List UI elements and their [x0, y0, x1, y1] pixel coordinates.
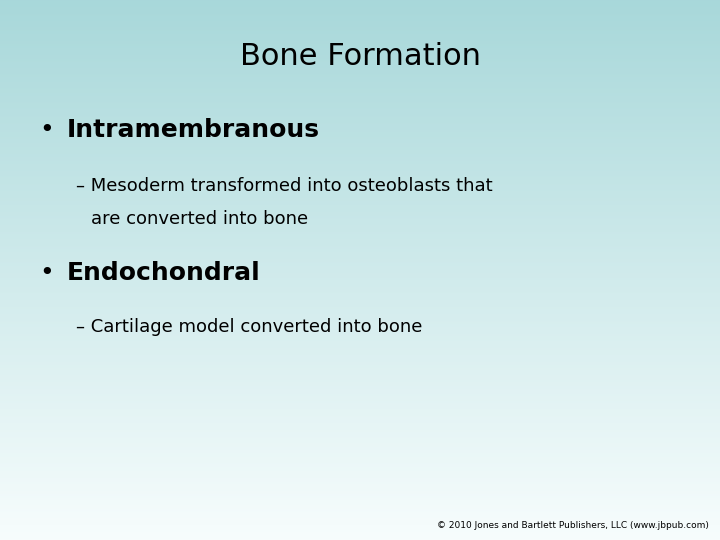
Text: © 2010 Jones and Bartlett Publishers, LLC (www.jbpub.com): © 2010 Jones and Bartlett Publishers, LL…: [437, 521, 709, 530]
Text: Endochondral: Endochondral: [67, 261, 261, 285]
Text: – Cartilage model converted into bone: – Cartilage model converted into bone: [76, 318, 422, 336]
Text: Intramembranous: Intramembranous: [67, 118, 320, 141]
Text: are converted into bone: are converted into bone: [91, 210, 309, 228]
Text: – Mesoderm transformed into osteoblasts that: – Mesoderm transformed into osteoblasts …: [76, 177, 492, 195]
Text: •: •: [40, 261, 54, 285]
Text: •: •: [40, 118, 54, 141]
Text: Bone Formation: Bone Formation: [240, 42, 480, 71]
